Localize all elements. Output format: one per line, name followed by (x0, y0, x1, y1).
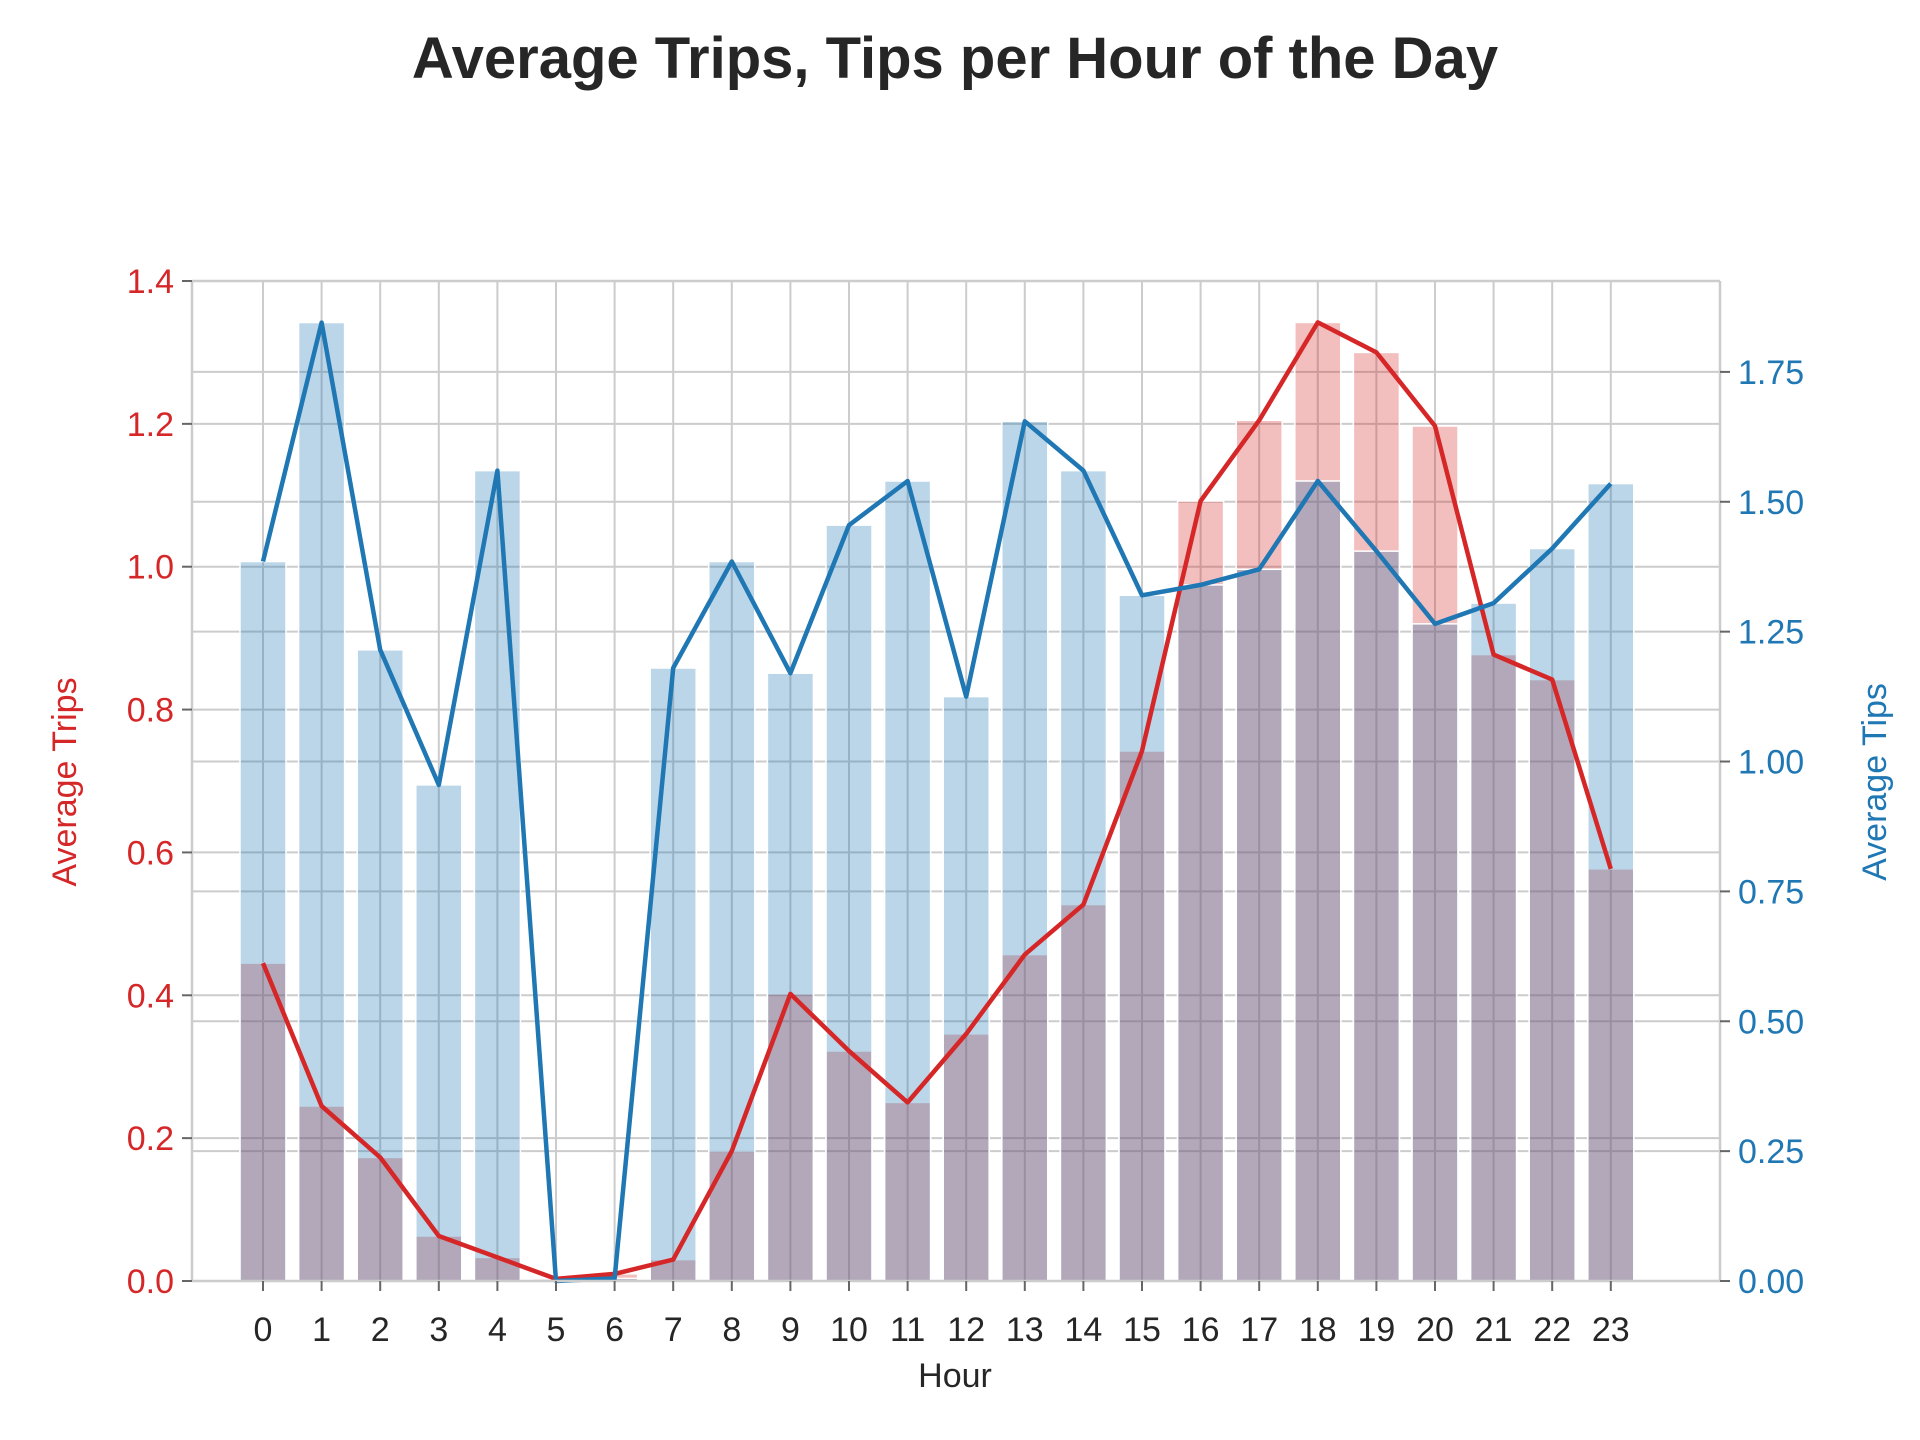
trips-bar (825, 1050, 873, 1282)
x-tick-label: 9 (781, 1311, 800, 1349)
left-gridlines (192, 280, 1720, 1282)
tips-bar (473, 469, 522, 1282)
series-lines (260, 320, 1613, 1284)
tips-bar (942, 695, 990, 1282)
x-tick-label: 21 (1475, 1311, 1513, 1349)
left-tick-label: 1.4 (127, 263, 174, 301)
trips-bar (1352, 351, 1401, 1282)
right-tick-label: 0.25 (1738, 1133, 1804, 1171)
x-tick-label: 17 (1240, 1311, 1278, 1349)
left-tick-label: 0.6 (127, 834, 174, 872)
x-tick-label: 5 (547, 1311, 566, 1349)
right-tick-label: 1.75 (1738, 354, 1804, 392)
tips-bar (1235, 568, 1283, 1282)
tips-bar (1528, 547, 1576, 1282)
trips-bar (1587, 868, 1635, 1282)
x-tick-label: 1 (312, 1311, 331, 1349)
x-tick-label: 3 (429, 1311, 448, 1349)
right-tick-labels: 0.00 0.25 0.50 0.75 1.00 1.25 1.50 1.75 (1720, 354, 1804, 1301)
tips-bar (1059, 469, 1108, 1282)
x-tick-label: 6 (605, 1311, 624, 1349)
left-tick-label: 0.0 (127, 1263, 174, 1301)
x-tick-label: 8 (722, 1311, 741, 1349)
tips-bar (239, 560, 287, 1282)
tips-bar (1001, 420, 1049, 1282)
x-tick-label: 12 (947, 1311, 985, 1349)
left-tick-label: 1.2 (127, 406, 174, 444)
x-tick-label: 22 (1533, 1311, 1571, 1349)
x-tick-label: 15 (1123, 1311, 1161, 1349)
tips-bar (708, 560, 756, 1282)
x-tick-label: 13 (1006, 1311, 1044, 1349)
x-tick-label: 19 (1357, 1311, 1395, 1349)
tips-line (260, 320, 1613, 1284)
tips-bars (239, 321, 1635, 1282)
trips-bar (297, 1105, 346, 1282)
x-tick-label: 2 (371, 1311, 390, 1349)
x-tick-label: 0 (254, 1311, 273, 1349)
tips-bar (297, 321, 346, 1282)
tips-bar (1294, 480, 1342, 1282)
x-gridlines (262, 281, 1612, 1281)
x-tick-label: 14 (1064, 1311, 1102, 1349)
tips-bar (883, 480, 932, 1282)
tips-bar (1176, 584, 1225, 1282)
trips-bar (239, 962, 287, 1282)
right-axis-label: Average Tips (1856, 683, 1894, 881)
right-tick-label: 0.50 (1738, 1003, 1804, 1041)
x-tick-label: 11 (890, 1311, 925, 1349)
trips-bar (1059, 903, 1108, 1282)
tips-bar (825, 524, 873, 1282)
x-tick-label: 16 (1182, 1311, 1220, 1349)
right-tick-label: 1.50 (1738, 484, 1804, 522)
tips-bar (1469, 602, 1518, 1282)
tips-bar (1587, 482, 1635, 1282)
x-tick-label: 4 (488, 1311, 507, 1349)
axes (190, 279, 1722, 1283)
right-tick-label: 1.25 (1738, 614, 1804, 652)
trips-bars (239, 321, 1635, 1282)
trips-bar (1469, 653, 1518, 1282)
tips-bar (1118, 594, 1166, 1282)
left-tick-label: 0.4 (127, 977, 174, 1015)
x-axis-label: Hour (918, 1357, 992, 1395)
tips-bar (1411, 623, 1459, 1282)
left-tick-label: 0.8 (127, 692, 174, 730)
x-tick-label: 7 (664, 1311, 683, 1349)
tips-bar (1352, 550, 1401, 1282)
tips-bar (356, 649, 404, 1282)
left-axis-label: Average Trips (46, 677, 84, 886)
left-tick-labels: 0.0 0.2 0.4 0.6 0.8 1.0 1.2 1.4 (127, 263, 192, 1301)
chart-title: Average Trips, Tips per Hour of the Day (412, 26, 1498, 91)
x-tick-label: 20 (1416, 1311, 1454, 1349)
left-tick-label: 1.0 (127, 549, 174, 587)
x-tick-labels: 0 1 2 3 4 5 6 7 8 9 10 11 12 13 14 15 16 17 18 19 20 21 22 23 (254, 1281, 1630, 1349)
x-tick-label: 23 (1592, 1311, 1630, 1349)
tips-bar (766, 672, 815, 1282)
right-tick-label: 1.00 (1738, 744, 1804, 782)
left-tick-label: 0.2 (127, 1120, 174, 1158)
tips-bar (649, 667, 697, 1282)
right-tick-label: 0.75 (1738, 873, 1804, 911)
x-tick-label: 18 (1299, 1311, 1337, 1349)
right-tick-label: 0.00 (1738, 1263, 1804, 1301)
tips-bar (415, 784, 463, 1282)
trips-line (260, 320, 1613, 1282)
x-tick-label: 10 (830, 1311, 868, 1349)
